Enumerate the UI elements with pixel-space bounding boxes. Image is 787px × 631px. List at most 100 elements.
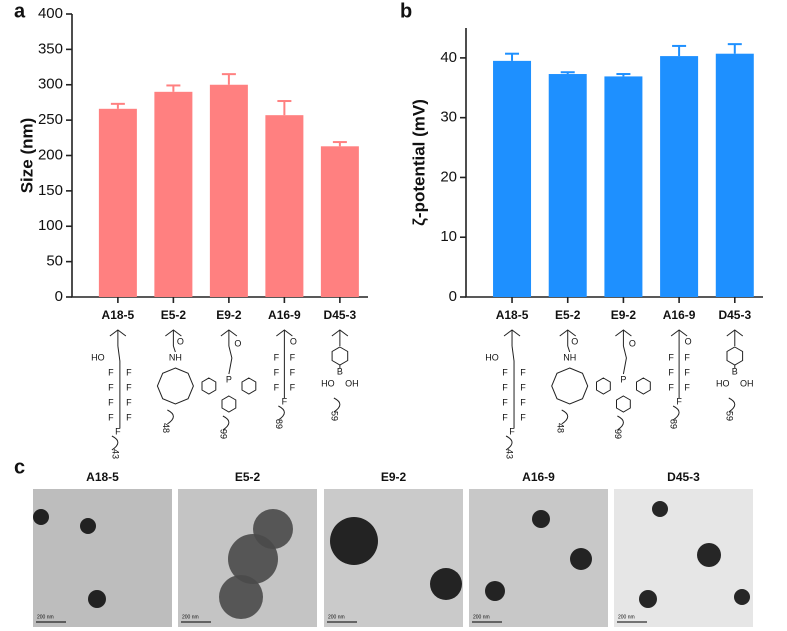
bracket — [728, 397, 736, 413]
bar — [265, 115, 304, 297]
bond — [567, 345, 571, 353]
y-axis-title: ζ-potential (mV) — [409, 99, 428, 226]
atom-label: F — [274, 367, 280, 377]
atom-label: F — [290, 367, 296, 377]
bar — [660, 56, 699, 298]
y-tick-label: 100 — [38, 217, 63, 234]
y-tick-label: 150 — [38, 182, 63, 199]
atom-label: F — [115, 426, 121, 436]
scale-bar-label: 200 nm — [618, 614, 635, 620]
bar — [493, 60, 532, 297]
ring — [221, 395, 237, 413]
atom-label: O — [629, 338, 636, 348]
bracket — [222, 415, 230, 431]
atom-label: HO — [321, 378, 335, 388]
atom-label: F — [290, 382, 296, 392]
particle — [697, 543, 721, 567]
repeat-number: 59 — [724, 411, 734, 421]
atom-label: HO — [716, 378, 730, 388]
atom-label: F — [684, 367, 690, 377]
scale-bar-label: 200 nm — [328, 614, 345, 620]
atom-label: F — [126, 397, 132, 407]
atom-label: F — [520, 382, 526, 392]
repeat-number: 43 — [111, 449, 121, 459]
y-tick-label: 40 — [440, 49, 457, 66]
repeat-number: 48 — [161, 423, 171, 433]
y-tick-label: 400 — [38, 5, 63, 22]
ring — [636, 377, 651, 395]
particle — [219, 575, 263, 619]
atom-label: F — [108, 412, 114, 422]
bracket — [278, 405, 285, 421]
bracket — [505, 435, 513, 451]
atom-label: NH — [169, 352, 182, 362]
atom-label: HO — [485, 352, 499, 362]
y-tick-label: 300 — [38, 76, 63, 93]
ring — [726, 346, 744, 366]
y-tick-label: 10 — [440, 228, 457, 245]
atom-label: NH — [563, 352, 576, 362]
y-tick-label: 350 — [38, 40, 63, 57]
atom-label: F — [502, 382, 508, 392]
repeat-number: 89 — [669, 419, 679, 429]
image-title: A18-5 — [86, 470, 119, 484]
particle — [652, 501, 668, 517]
atom-label: P — [226, 374, 232, 384]
bar — [604, 76, 643, 297]
y-tick-label: 200 — [38, 146, 63, 163]
atom-label: F — [509, 426, 515, 436]
repeat-number: 99 — [613, 429, 623, 439]
atom-label: F — [502, 367, 508, 377]
atom-label: B — [732, 366, 738, 376]
atom-label: O — [685, 336, 692, 346]
bar — [320, 146, 359, 297]
particle — [485, 581, 505, 601]
atom-label: F — [502, 397, 508, 407]
atom-label: F — [668, 382, 674, 392]
repeat-number: 59 — [330, 411, 340, 421]
x-tick-label: A18-5 — [496, 308, 529, 322]
bar — [548, 74, 587, 297]
ring — [596, 377, 611, 395]
bracket — [617, 415, 624, 431]
scale-bar-label: 200 nm — [37, 614, 54, 620]
atom-label: F — [126, 412, 132, 422]
bond — [172, 345, 176, 353]
atom-label: OH — [740, 378, 754, 388]
particle — [430, 568, 462, 600]
particle — [80, 518, 96, 534]
bond — [228, 345, 233, 375]
atom-label: F — [108, 382, 114, 392]
atom-label: F — [274, 352, 280, 362]
atom-label: HO — [91, 352, 105, 362]
x-tick-label: E5-2 — [161, 308, 187, 322]
atom-label: F — [126, 367, 132, 377]
atom-label: OH — [345, 378, 359, 388]
atom-label: O — [177, 336, 184, 346]
atom-label: F — [676, 396, 682, 406]
bracket — [111, 435, 119, 451]
bond — [622, 345, 627, 375]
atom-label: F — [108, 397, 114, 407]
tem-image — [614, 489, 753, 627]
atom-label: F — [668, 367, 674, 377]
x-tick-label: D45-3 — [324, 308, 357, 322]
ring — [551, 367, 589, 405]
bar — [209, 84, 248, 297]
repeat-number: 43 — [505, 449, 515, 459]
y-tick-label: 250 — [38, 111, 63, 128]
image-title: D45-3 — [667, 470, 700, 484]
ring — [156, 367, 194, 405]
bracket — [672, 405, 680, 421]
particle — [228, 534, 278, 584]
atom-label: F — [282, 396, 288, 406]
atom-label: F — [290, 352, 296, 362]
atom-label: F — [668, 352, 674, 362]
image-title: A16-9 — [522, 470, 555, 484]
repeat-number: 48 — [555, 423, 565, 433]
y-tick-label: 50 — [46, 253, 63, 270]
atom-label: F — [684, 382, 690, 392]
x-tick-label: E9-2 — [611, 308, 637, 322]
y-axis-title: Size (nm) — [17, 118, 36, 194]
particle — [570, 548, 592, 570]
